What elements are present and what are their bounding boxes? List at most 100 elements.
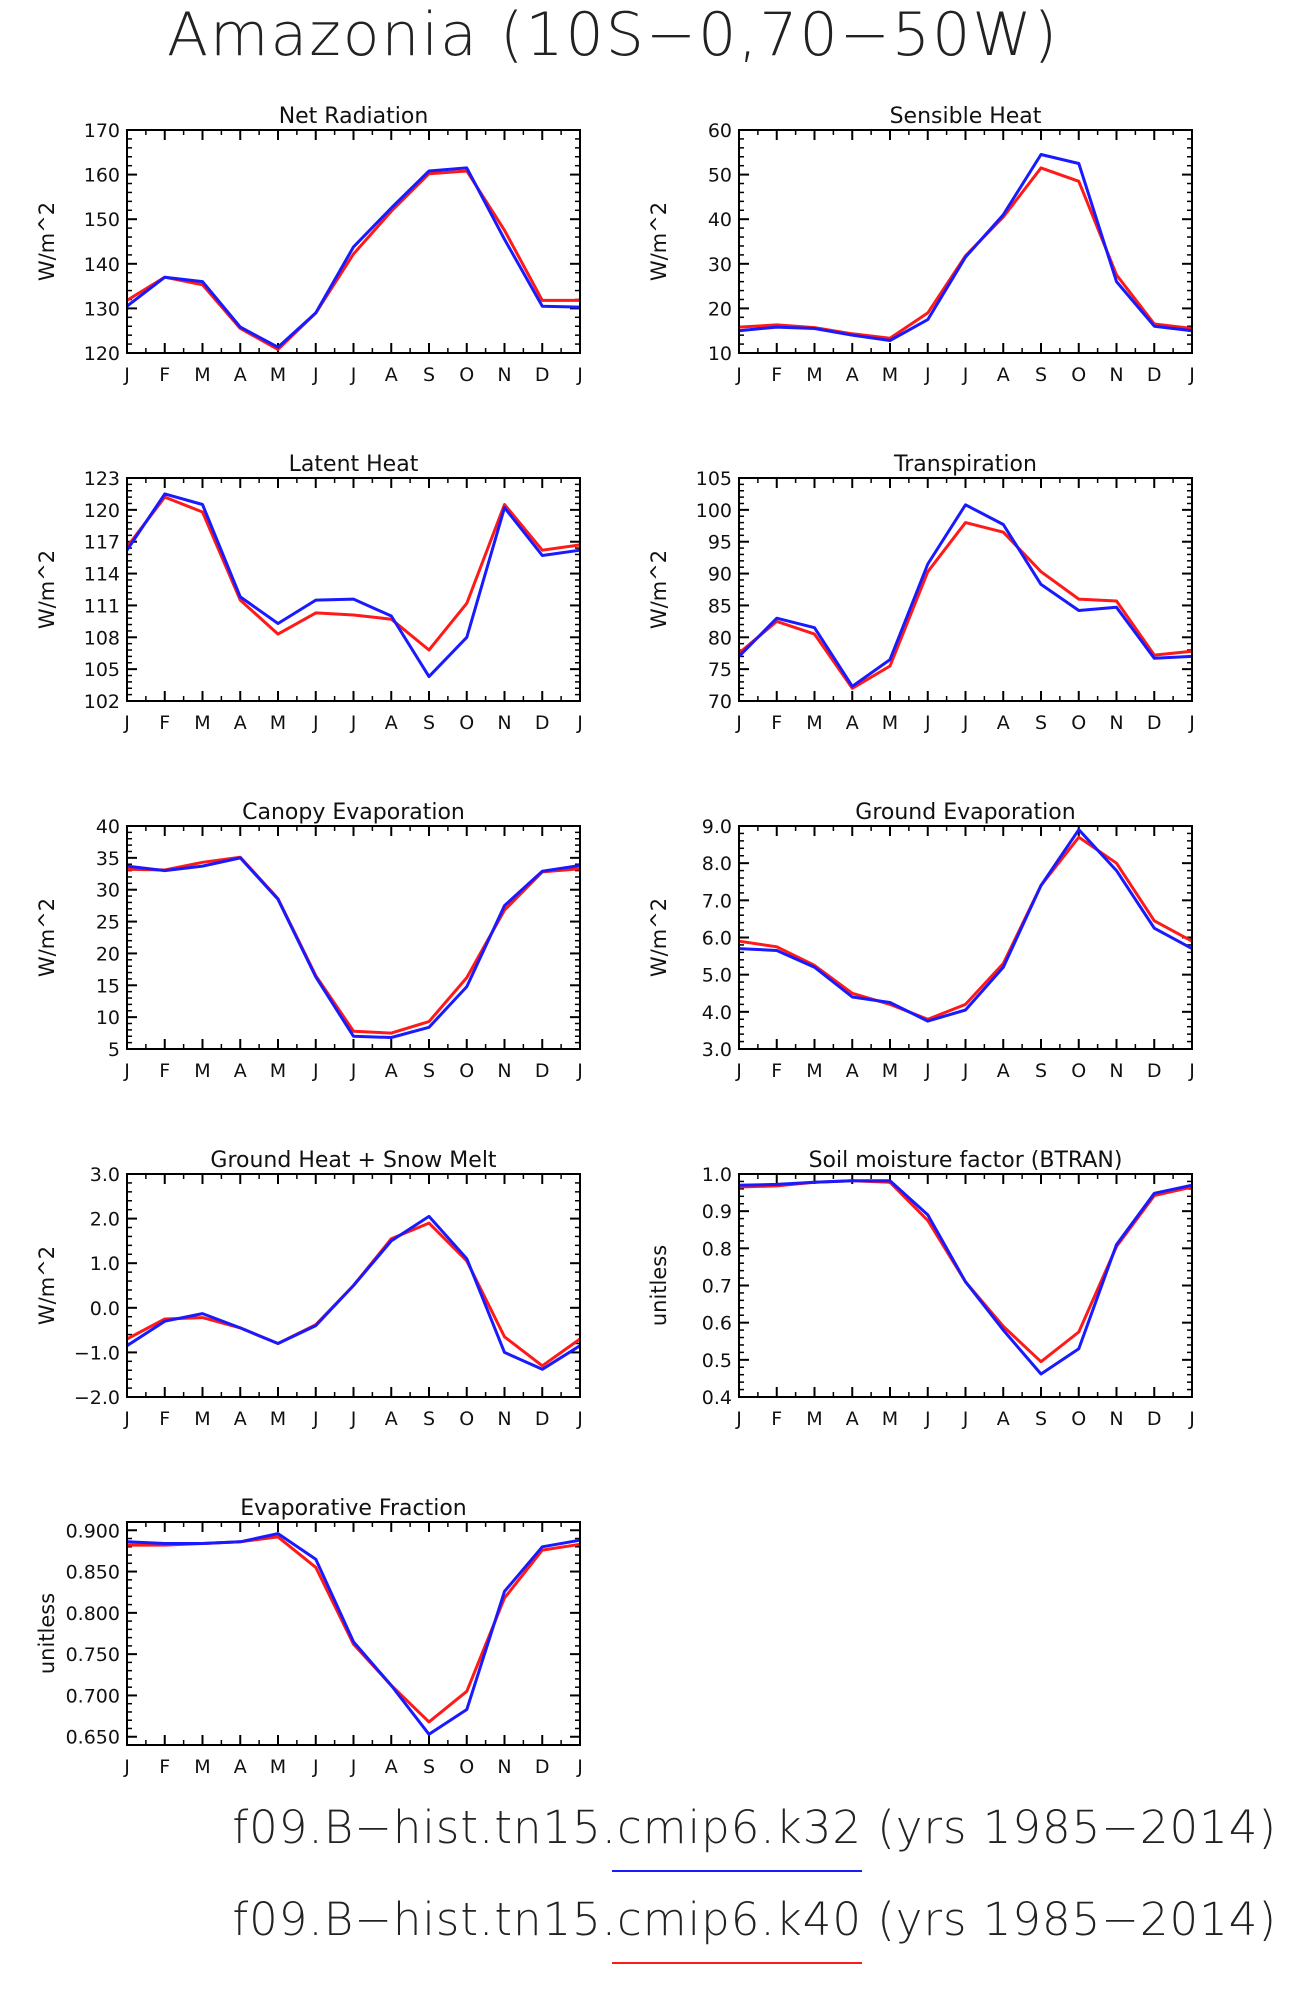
y-tick-label: 0.4 bbox=[702, 1387, 732, 1409]
x-tick-label: F bbox=[159, 364, 170, 386]
x-tick-label: O bbox=[459, 1408, 474, 1430]
y-tick-label: 0.7 bbox=[702, 1276, 732, 1298]
y-tick-label: 0.5 bbox=[702, 1350, 732, 1372]
y-tick-label: 3.0 bbox=[90, 1164, 120, 1186]
x-tick-label: N bbox=[1109, 1408, 1123, 1430]
plot-frame bbox=[738, 825, 1193, 1050]
chart-title: Latent Heat bbox=[289, 452, 419, 477]
x-tick-label: N bbox=[497, 712, 511, 734]
y-axis-label: W/m^2 bbox=[647, 898, 671, 977]
x-tick-label: A bbox=[385, 712, 398, 734]
y-tick-label: 10 bbox=[708, 343, 732, 365]
y-tick-label: 90 bbox=[708, 564, 732, 586]
x-tick-label: J bbox=[576, 1756, 583, 1778]
x-tick-label: M bbox=[882, 1060, 898, 1082]
x-tick-label: A bbox=[234, 712, 247, 734]
series-line-k40 bbox=[738, 521, 1193, 690]
y-tick-label: 100 bbox=[696, 500, 732, 522]
x-tick-label: A bbox=[385, 1060, 398, 1082]
x-tick-label: J bbox=[123, 364, 130, 386]
y-axis-label: W/m^2 bbox=[35, 898, 59, 977]
series-line-k32 bbox=[738, 828, 1193, 1023]
x-tick-label: J bbox=[962, 1408, 969, 1430]
x-tick-label: J bbox=[123, 712, 130, 734]
y-tick-label: 111 bbox=[84, 595, 120, 617]
y-tick-label: 0.0 bbox=[90, 1298, 120, 1320]
y-axis-label: unitless bbox=[35, 1593, 59, 1674]
x-tick-label: A bbox=[846, 1060, 859, 1082]
x-tick-label: M bbox=[194, 1408, 210, 1430]
x-tick-label: A bbox=[997, 1408, 1010, 1430]
x-tick-label: J bbox=[350, 712, 357, 734]
plot-frame bbox=[126, 129, 581, 354]
x-tick-label: J bbox=[312, 364, 319, 386]
y-tick-label: 0.900 bbox=[66, 1520, 120, 1542]
x-tick-label: A bbox=[385, 1756, 398, 1778]
x-tick-label: A bbox=[846, 364, 859, 386]
chart-ground-heat-snow-melt: Ground Heat + Snow Melt W/m^2 J F M A M J J A S O N D… bbox=[35, 1148, 583, 1430]
x-tick-label: F bbox=[159, 1060, 170, 1082]
y-tick-label: 3.0 bbox=[702, 1039, 732, 1061]
series-line-k40 bbox=[126, 169, 580, 351]
series-line-k40 bbox=[125, 495, 581, 652]
y-tick-label: 30 bbox=[96, 880, 120, 902]
chart-title: Sensible Heat bbox=[890, 104, 1042, 129]
x-tick-label: O bbox=[459, 364, 474, 386]
legend-label-k32: f09.B−hist.tn15.cmip6.k32 (yrs 1985−2014… bbox=[232, 1801, 1277, 1854]
x-tick-label: J bbox=[123, 1060, 130, 1082]
series-line-k32 bbox=[125, 492, 581, 679]
x-tick-label: F bbox=[771, 364, 782, 386]
x-tick-label: S bbox=[1035, 364, 1047, 386]
x-tick-label: D bbox=[1147, 1408, 1162, 1430]
x-tick-label: M bbox=[194, 712, 210, 734]
plot-frame bbox=[738, 477, 1193, 702]
x-tick-label: J bbox=[735, 364, 742, 386]
x-tick-label: J bbox=[576, 364, 583, 386]
x-tick-label: M bbox=[194, 1060, 210, 1082]
x-tick-label: A bbox=[234, 364, 247, 386]
y-tick-label: 7.0 bbox=[702, 890, 732, 912]
y-tick-label: 117 bbox=[84, 532, 120, 554]
y-tick-label: 6.0 bbox=[702, 928, 732, 950]
series-line-k32 bbox=[126, 166, 581, 349]
y-axis-label: unitless bbox=[647, 1245, 671, 1326]
x-tick-label: N bbox=[1109, 712, 1123, 734]
y-tick-label: 8.0 bbox=[702, 853, 732, 875]
x-tick-label: M bbox=[194, 364, 210, 386]
y-tick-label: 2.0 bbox=[90, 1209, 120, 1231]
x-tick-label: S bbox=[423, 1060, 435, 1082]
y-tick-label: 5 bbox=[108, 1039, 120, 1061]
x-tick-label: O bbox=[1071, 1408, 1086, 1430]
x-tick-label: J bbox=[924, 712, 931, 734]
chart-title: Ground Heat + Snow Melt bbox=[210, 1148, 497, 1173]
y-tick-label: 1.0 bbox=[90, 1253, 120, 1275]
legend-label-k40: f09.B−hist.tn15.cmip6.k40 (yrs 1985−2014… bbox=[232, 1893, 1277, 1946]
chart-title: Net Radiation bbox=[279, 104, 429, 129]
y-tick-label: 40 bbox=[96, 816, 120, 838]
x-tick-label: F bbox=[159, 1756, 170, 1778]
x-tick-label: D bbox=[535, 1408, 550, 1430]
x-tick-label: J bbox=[312, 712, 319, 734]
y-tick-label: 105 bbox=[696, 468, 732, 490]
x-tick-label: M bbox=[270, 712, 286, 734]
x-tick-label: M bbox=[806, 364, 822, 386]
x-tick-label: S bbox=[423, 1756, 435, 1778]
x-tick-label: D bbox=[1147, 1060, 1162, 1082]
x-tick-label: J bbox=[924, 364, 931, 386]
chart-evaporative-fraction: Evaporative Fraction unitless J F M A M J J A S O N D… bbox=[35, 1496, 583, 1778]
plot-frame bbox=[738, 129, 1193, 354]
y-tick-label: 0.850 bbox=[66, 1562, 120, 1584]
x-tick-label: J bbox=[123, 1756, 130, 1778]
series-line-k40 bbox=[738, 835, 1193, 1021]
x-tick-label: J bbox=[312, 1408, 319, 1430]
y-tick-label: 160 bbox=[84, 165, 120, 187]
y-tick-label: 80 bbox=[708, 627, 732, 649]
x-tick-label: O bbox=[1071, 712, 1086, 734]
x-tick-label: N bbox=[497, 1408, 511, 1430]
series-line-k40 bbox=[126, 1221, 581, 1368]
x-tick-label: A bbox=[234, 1060, 247, 1082]
series-line-k32 bbox=[126, 1532, 581, 1736]
y-tick-label: 0.800 bbox=[66, 1603, 120, 1625]
